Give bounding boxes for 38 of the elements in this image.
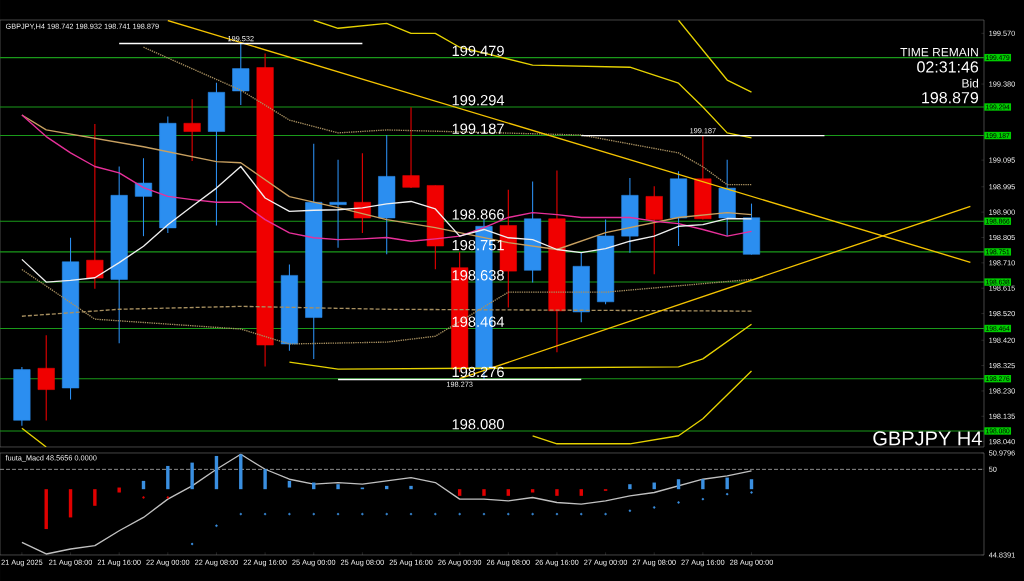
bar: [457, 489, 462, 496]
ref-line-label: 198.866: [452, 209, 504, 220]
candlestick: [645, 185, 663, 275]
ref-line-label: 199.294: [452, 95, 505, 106]
candlestick: [329, 159, 347, 249]
bar: [93, 489, 97, 506]
line-series: [313, 19, 753, 139]
bar: [482, 489, 486, 496]
bar: [555, 489, 559, 496]
candlestick: [183, 98, 201, 162]
ref-line-label: 198.638: [452, 270, 504, 281]
candlestick: [134, 157, 153, 237]
candlestick: [37, 334, 55, 422]
bar: [263, 469, 267, 490]
ref-line-label: 198.464: [452, 316, 505, 327]
annotation: 02:31:46: [917, 61, 979, 73]
candlestick: [232, 42, 250, 106]
ref-line-label: 199.187: [452, 123, 504, 134]
annotation: TIME REMAIN: [900, 48, 978, 57]
bar: [190, 462, 194, 490]
ref-line-label: 198.080: [452, 419, 504, 430]
line-series: [21, 268, 753, 345]
candlestick: [402, 106, 420, 189]
annotation: GBPJPY H4: [873, 431, 982, 446]
bar: [579, 489, 583, 496]
bar: [628, 484, 632, 490]
bar: [287, 480, 292, 488]
bar: [530, 489, 535, 493]
bar: [166, 465, 170, 490]
candlestick: [86, 123, 104, 290]
bar: [506, 489, 510, 496]
line-series: [142, 46, 753, 186]
bar: [336, 484, 340, 490]
line-series: [531, 370, 753, 445]
annotation: 198.879: [922, 92, 979, 104]
bar: [701, 479, 705, 490]
annotation: Bid: [962, 78, 979, 88]
bar: [409, 485, 413, 490]
